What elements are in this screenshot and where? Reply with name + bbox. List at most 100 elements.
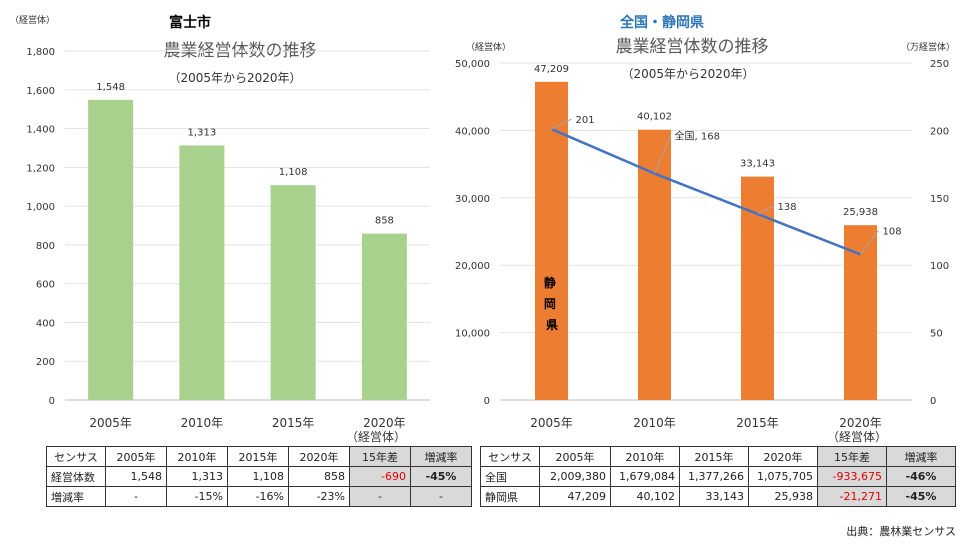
left-table-row: 増減率 - -15% -16% -23% - - — [46, 486, 472, 507]
right-table-cell: 40,102 — [610, 486, 680, 507]
shizuoka-series-label: 静 岡 県 — [544, 275, 560, 332]
national-label-leader — [551, 118, 572, 130]
right-y2-tick-label: 200 — [930, 126, 949, 137]
left-table: センサス 2005年 2010年 2015年 2020年 15年差 増減率 経営体数 1,548… — [46, 446, 472, 507]
left-y-tick-label: 1,000 — [26, 202, 55, 213]
left-table-cell: 1,108 — [227, 466, 289, 487]
left-table-row: 経営体数 1,548 1,313 1,108 858 -690 -45% — [46, 466, 472, 487]
national-label-leader — [654, 135, 671, 174]
right-table-cell: 全国 — [480, 466, 540, 487]
right-y-tick-label: 30,000 — [455, 194, 490, 205]
left-x-tick-label: 2010年 — [181, 416, 224, 430]
right-chart: 全国・静岡県 農業経営体数の推移 （2005年から2020年） （経営体） （万… — [455, 14, 955, 444]
right-y2-ticks: 0 50 100 150 200 250 — [930, 59, 949, 407]
national-line-value-label: 全国, 168 — [675, 130, 720, 143]
right-table-header-row: センサス 2005年 2010年 2015年 2020年 15年差 増減率 — [480, 446, 956, 467]
left-table-cell: 経営体数 — [46, 466, 106, 487]
right-table-cell: 25,938 — [748, 486, 818, 507]
right-table-cell: 47,209 — [539, 486, 611, 507]
source-note: 出典：農林業センサス — [846, 525, 956, 538]
right-line-series: 201 全国, 168 138 108 — [551, 115, 902, 256]
left-table-cell: -23% — [288, 486, 350, 507]
left-chart-subtitle: （2005年から2020年） — [168, 71, 301, 85]
right-bar — [844, 225, 877, 400]
right-table-row: 静岡県 47,209 40,102 33,143 25,938 -21,271 -45% — [480, 486, 956, 507]
right-bar-value-label: 33,143 — [740, 159, 775, 170]
right-table-cell: -46% — [886, 466, 956, 487]
right-y-ticks: 0 10,000 20,000 30,000 40,000 50,000 — [455, 59, 490, 407]
left-table-cell: 1,313 — [166, 466, 228, 487]
right-table-header-cell: センサス — [480, 446, 540, 467]
national-label-leader — [757, 205, 774, 215]
left-bar — [88, 99, 134, 401]
left-x-unit-label: （経営体） — [346, 430, 406, 444]
right-x-ticks: 2005年 2010年 2015年 2020年 — [530, 416, 882, 430]
right-table-header-cell: 増減率 — [886, 446, 956, 467]
left-region-title: 富士市 — [169, 14, 211, 31]
right-table-cell: -21,271 — [817, 486, 887, 507]
left-table-header-cell: 増減率 — [410, 446, 472, 467]
right-y2-tick-label: 150 — [930, 194, 949, 205]
right-y2-tick-label: 100 — [930, 261, 949, 272]
left-y-tick-label: 400 — [36, 318, 55, 329]
right-table-header-cell: 2005年 — [539, 446, 611, 467]
right-y2-axis-label: （万経営体） — [901, 41, 955, 53]
left-table-cell: -690 — [349, 466, 411, 487]
right-table-cell: -45% — [886, 486, 956, 507]
national-label-leader — [860, 230, 879, 255]
right-table-header-cell: 2015年 — [679, 446, 749, 467]
right-table-cell: 1,679,084 — [610, 466, 680, 487]
right-table-header-cell: 15年差 — [817, 446, 887, 467]
left-x-tick-label: 2020年 — [363, 416, 406, 430]
right-bar-value-label: 40,102 — [637, 112, 672, 123]
left-x-tick-label: 2005年 — [89, 416, 132, 430]
right-table-cell: 2,009,380 — [539, 466, 611, 487]
right-y-tick-label: 20,000 — [455, 261, 490, 272]
right-table-cell: 33,143 — [679, 486, 749, 507]
left-table-header-cell: 2020年 — [288, 446, 350, 467]
left-y-tick-label: 200 — [36, 357, 55, 368]
right-y-tick-label: 10,000 — [455, 329, 490, 340]
left-bars: 1,548 1,313 1,108 858 — [88, 82, 407, 401]
right-y-axis-label: （経営体） — [466, 41, 511, 53]
right-table-row: 全国 2,009,380 1,679,084 1,377,266 1,075,705 -9… — [480, 466, 956, 487]
right-table: センサス 2005年 2010年 2015年 2020年 15年差 増減率 全国 2,009,3… — [480, 446, 956, 507]
left-bar — [179, 145, 225, 400]
national-line-value-label: 201 — [576, 115, 595, 126]
left-y-ticks: 0 200 400 600 800 1,000 1,200 1,400 1,600 1,800 — [26, 47, 55, 407]
right-table-cell: 1,377,266 — [679, 466, 749, 487]
left-table-cell: 858 — [288, 466, 350, 487]
right-table-header-cell: 2020年 — [748, 446, 818, 467]
right-table-cell: 1,075,705 — [748, 466, 818, 487]
right-x-tick-label: 2015年 — [736, 416, 779, 430]
left-table-cell: -16% — [227, 486, 289, 507]
national-line — [551, 127, 861, 256]
left-table-cell: 増減率 — [46, 486, 106, 507]
left-bar-value-label: 1,108 — [279, 167, 308, 178]
right-gridlines — [500, 62, 912, 401]
left-bar-value-label: 1,548 — [96, 82, 125, 93]
right-y-tick-label: 40,000 — [455, 126, 490, 137]
left-table-header-cell: センサス — [46, 446, 106, 467]
left-table-cell: - — [410, 486, 472, 507]
right-x-tick-label: 2005年 — [530, 416, 573, 430]
right-x-tick-label: 2010年 — [633, 416, 676, 430]
left-x-tick-label: 2015年 — [272, 416, 315, 430]
left-y-axis-label: （経営体） — [10, 14, 55, 26]
left-bar-value-label: 1,313 — [188, 127, 217, 138]
right-y2-tick-label: 50 — [930, 329, 943, 340]
right-y-tick-label: 50,000 — [455, 59, 490, 70]
left-table-header-cell: 2010年 — [166, 446, 228, 467]
left-table-header-cell: 15年差 — [349, 446, 411, 467]
left-table-cell: - — [105, 486, 167, 507]
left-table-header-cell: 2015年 — [227, 446, 289, 467]
left-table-cell: -45% — [410, 466, 472, 487]
national-line-value-label: 138 — [778, 202, 797, 213]
right-bar-value-label: 47,209 — [534, 64, 569, 75]
left-table-cell: -15% — [166, 486, 228, 507]
right-region-title: 全国・静岡県 — [619, 14, 704, 31]
right-y-tick-label: 0 — [484, 396, 490, 407]
right-table-cell: -933,675 — [817, 466, 887, 487]
right-bar — [638, 129, 671, 400]
